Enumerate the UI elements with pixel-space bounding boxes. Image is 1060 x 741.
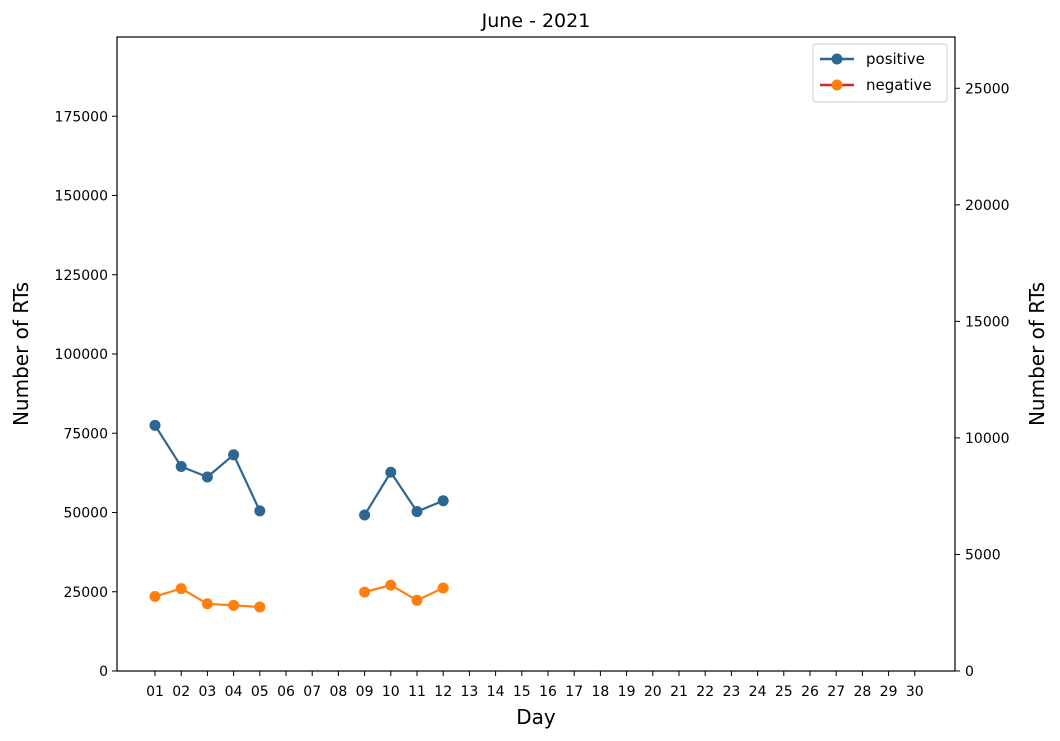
series-layer bbox=[149, 419, 449, 613]
y-left-tick-label-50000: 50000 bbox=[63, 506, 108, 522]
x-tick-label-05: 05 bbox=[251, 684, 269, 700]
legend-marker-negative bbox=[831, 79, 843, 91]
x-tick-label-09: 09 bbox=[356, 684, 374, 700]
legend-label-positive: positive bbox=[866, 50, 925, 68]
y-left-tick-label-100000: 100000 bbox=[55, 347, 108, 363]
legend-label-negative: negative bbox=[866, 76, 932, 94]
y-left-tick-label-125000: 125000 bbox=[55, 268, 108, 284]
y-left-tick-label-175000: 175000 bbox=[55, 109, 108, 125]
data-point-negative-05 bbox=[254, 601, 266, 613]
x-tick-label-15: 15 bbox=[513, 684, 531, 700]
data-point-positive-09 bbox=[359, 509, 371, 521]
legend: positive negative bbox=[812, 43, 948, 103]
x-tick-label-28: 28 bbox=[853, 684, 871, 700]
data-point-negative-09 bbox=[359, 586, 371, 598]
x-tick-label-30: 30 bbox=[906, 684, 924, 700]
data-point-positive-02 bbox=[175, 461, 187, 473]
data-point-negative-02 bbox=[175, 583, 187, 595]
data-point-positive-05 bbox=[254, 505, 266, 517]
x-tick-label-10: 10 bbox=[382, 684, 400, 700]
y-left-tick-label-25000: 25000 bbox=[63, 585, 108, 601]
x-tick-label-08: 08 bbox=[329, 684, 347, 700]
data-point-negative-04 bbox=[228, 599, 240, 611]
x-tick-label-12: 12 bbox=[434, 684, 452, 700]
x-tick-label-14: 14 bbox=[487, 684, 505, 700]
x-tick-label-19: 19 bbox=[618, 684, 636, 700]
y-axis-label-right: Number of RTs bbox=[1025, 282, 1049, 426]
data-point-positive-01 bbox=[149, 419, 161, 431]
data-point-positive-12 bbox=[437, 495, 449, 507]
x-tick-label-16: 16 bbox=[539, 684, 557, 700]
y-right-tick-label-5000: 5000 bbox=[965, 547, 1001, 563]
x-tick-label-26: 26 bbox=[801, 684, 819, 700]
x-tick-label-25: 25 bbox=[775, 684, 793, 700]
y-right-tick-label-0: 0 bbox=[965, 664, 974, 680]
plot-frame bbox=[116, 36, 956, 672]
x-tick-label-03: 03 bbox=[198, 684, 216, 700]
x-tick-label-17: 17 bbox=[565, 684, 583, 700]
series-line-positive-0 bbox=[154, 424, 261, 512]
x-tick-label-07: 07 bbox=[303, 684, 321, 700]
data-point-negative-01 bbox=[149, 591, 161, 603]
x-tick-label-29: 29 bbox=[880, 684, 898, 700]
series-line-negative-1 bbox=[364, 583, 444, 602]
x-tick-label-22: 22 bbox=[696, 684, 714, 700]
x-tick-label-21: 21 bbox=[670, 684, 688, 700]
x-tick-label-06: 06 bbox=[277, 684, 295, 700]
x-tick-label-13: 13 bbox=[460, 684, 478, 700]
x-axis-label: Day bbox=[516, 705, 556, 729]
x-tick-label-24: 24 bbox=[749, 684, 767, 700]
x-tick-label-27: 27 bbox=[827, 684, 845, 700]
x-tick-label-23: 23 bbox=[722, 684, 740, 700]
data-point-positive-04 bbox=[228, 449, 240, 461]
x-tick-label-01: 01 bbox=[146, 684, 164, 700]
data-point-positive-03 bbox=[201, 471, 213, 483]
series-line-positive-1 bbox=[363, 471, 444, 516]
y-left-tick-label-75000: 75000 bbox=[63, 426, 108, 442]
data-point-negative-10 bbox=[385, 579, 397, 591]
data-point-negative-12 bbox=[437, 582, 449, 594]
axes-layer: 01 02 03 04 05 06 07 08 09 10 11 12 13 14 15 16 17 18 19 20… bbox=[55, 81, 1010, 700]
y-right-tick-label-15000: 15000 bbox=[965, 314, 1010, 330]
x-tick-label-18: 18 bbox=[591, 684, 609, 700]
data-point-positive-11 bbox=[411, 506, 423, 518]
y-right-tick-label-10000: 10000 bbox=[965, 431, 1010, 447]
y-axis-label-left: Number of RTs bbox=[9, 282, 33, 426]
data-point-negative-11 bbox=[411, 594, 423, 606]
data-point-negative-03 bbox=[201, 598, 213, 610]
chart-title: June - 2021 bbox=[481, 10, 591, 32]
x-tick-label-20: 20 bbox=[644, 684, 662, 700]
legend-marker-positive bbox=[831, 53, 843, 65]
x-tick-label-11: 11 bbox=[408, 684, 426, 700]
x-tick-label-04: 04 bbox=[225, 684, 243, 700]
y-left-tick-label-150000: 150000 bbox=[55, 189, 108, 205]
y-left-tick-label-0: 0 bbox=[99, 664, 108, 680]
y-right-tick-label-20000: 20000 bbox=[965, 198, 1010, 214]
y-right-tick-label-25000: 25000 bbox=[965, 81, 1010, 97]
x-tick-label-02: 02 bbox=[172, 684, 190, 700]
data-point-positive-10 bbox=[385, 466, 397, 478]
